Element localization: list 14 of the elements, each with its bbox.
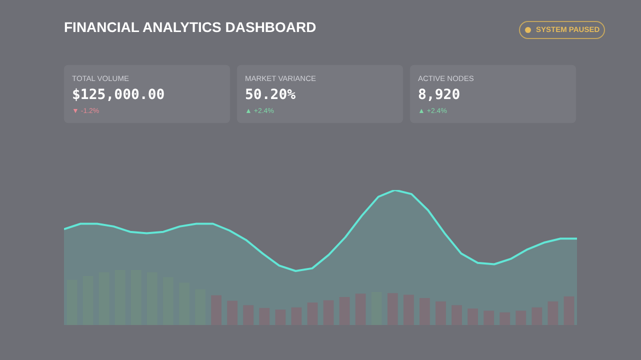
bar — [130, 270, 142, 325]
bar — [66, 280, 78, 325]
bar — [98, 272, 110, 325]
text: 50.20% — [245, 87, 296, 103]
bar — [82, 276, 94, 325]
text: FINANCIAL ANALYTICS DASHBOARD — [64, 19, 316, 35]
bar — [114, 270, 126, 325]
bar — [371, 292, 382, 325]
text: $125,000.00 — [72, 87, 165, 103]
bar — [146, 272, 158, 325]
bar — [162, 277, 174, 325]
bar — [195, 289, 206, 325]
text: 8,920 — [418, 87, 460, 103]
bar — [179, 282, 190, 325]
